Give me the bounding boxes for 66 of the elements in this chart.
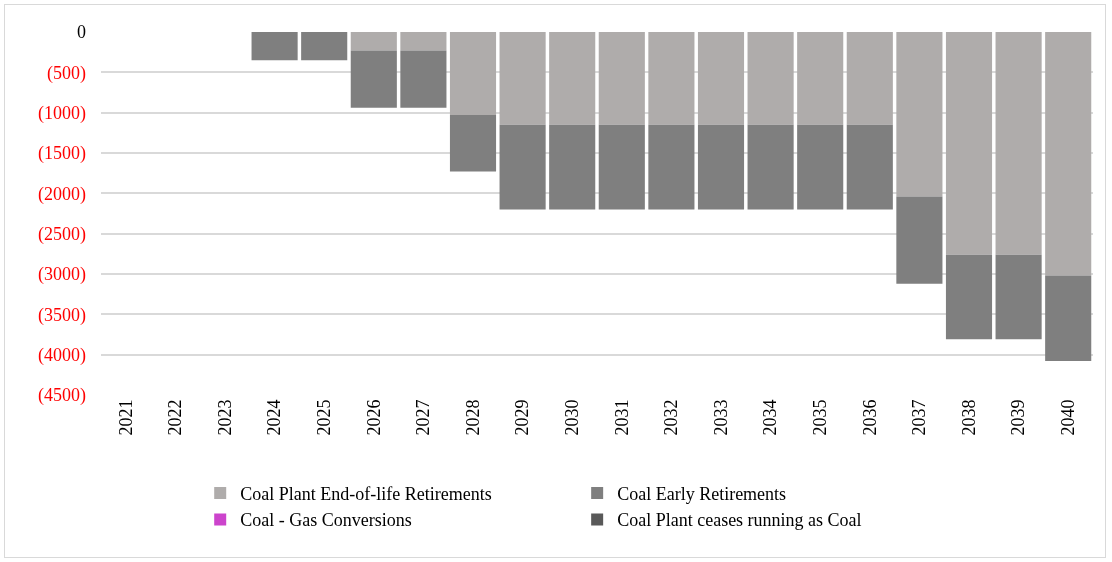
x-tick-label: 2040 — [1058, 399, 1079, 436]
y-tick-label: (4500) — [38, 385, 86, 407]
bar — [1045, 275, 1092, 362]
bar — [499, 32, 546, 125]
x-tick-label: 2027 — [413, 399, 434, 436]
bar — [449, 32, 497, 116]
x-tick-label: 2038 — [958, 399, 979, 436]
bar — [648, 124, 695, 210]
x-tick-label: 2024 — [264, 399, 285, 436]
x-tick-label: 2025 — [314, 399, 335, 436]
bar — [648, 32, 695, 125]
x-tick-label: 2022 — [165, 399, 186, 436]
x-tick-label: 2029 — [512, 399, 533, 436]
bar — [251, 32, 298, 61]
bar — [945, 254, 993, 340]
x-tick-label: 2028 — [462, 399, 483, 436]
legend-label: Coal Plant End-of-life Retirements — [240, 484, 492, 505]
bar — [797, 124, 844, 210]
y-tick-label: (500) — [47, 62, 86, 84]
bar — [549, 124, 596, 210]
bar — [697, 124, 745, 210]
bar — [400, 50, 447, 108]
bar — [400, 32, 447, 51]
x-tick-label: 2037 — [909, 399, 930, 436]
x-tick-label: 2031 — [611, 399, 632, 436]
bar — [995, 254, 1042, 340]
legend-label: Coal Plant ceases running as Coal — [617, 510, 862, 531]
bar — [747, 124, 794, 210]
y-tick-label: (3500) — [38, 304, 86, 326]
bar — [549, 32, 596, 125]
bar — [846, 32, 893, 125]
y-tick-label: (3000) — [38, 264, 86, 286]
bar — [697, 32, 745, 125]
bar — [499, 124, 546, 210]
y-tick-label: (4000) — [38, 344, 86, 366]
bar — [995, 32, 1042, 255]
x-tick-label: 2021 — [115, 399, 136, 436]
bar — [598, 32, 645, 125]
bar — [896, 32, 943, 197]
bar — [350, 32, 397, 51]
legend-label: Coal - Gas Conversions — [240, 510, 412, 531]
bar — [350, 50, 397, 108]
bar — [301, 32, 348, 61]
x-tick-label: 2034 — [760, 399, 781, 436]
bar — [945, 32, 993, 255]
legend-label: Coal Early Retirements — [617, 484, 787, 505]
bar — [449, 115, 497, 172]
x-tick-label: 2039 — [1008, 399, 1029, 436]
x-tick-label: 2026 — [363, 399, 384, 436]
x-tick-label: 2036 — [859, 399, 880, 436]
x-tick-label: 2030 — [562, 399, 583, 436]
x-tick-label: 2032 — [661, 399, 682, 436]
x-tick-label: 2023 — [214, 399, 235, 436]
y-tick-label: (2500) — [38, 223, 86, 245]
bar — [797, 32, 844, 125]
bar — [598, 124, 645, 210]
y-tick-label: (1500) — [38, 143, 86, 165]
y-tick-label: 0 — [77, 22, 86, 43]
y-tick-label: (2000) — [38, 183, 86, 205]
bar — [896, 196, 943, 284]
bar — [747, 32, 794, 125]
x-tick-label: 2035 — [810, 399, 831, 436]
bar — [1045, 32, 1092, 276]
y-tick-label: (1000) — [38, 102, 86, 124]
bar — [846, 124, 893, 210]
x-tick-label: 2033 — [710, 399, 731, 436]
